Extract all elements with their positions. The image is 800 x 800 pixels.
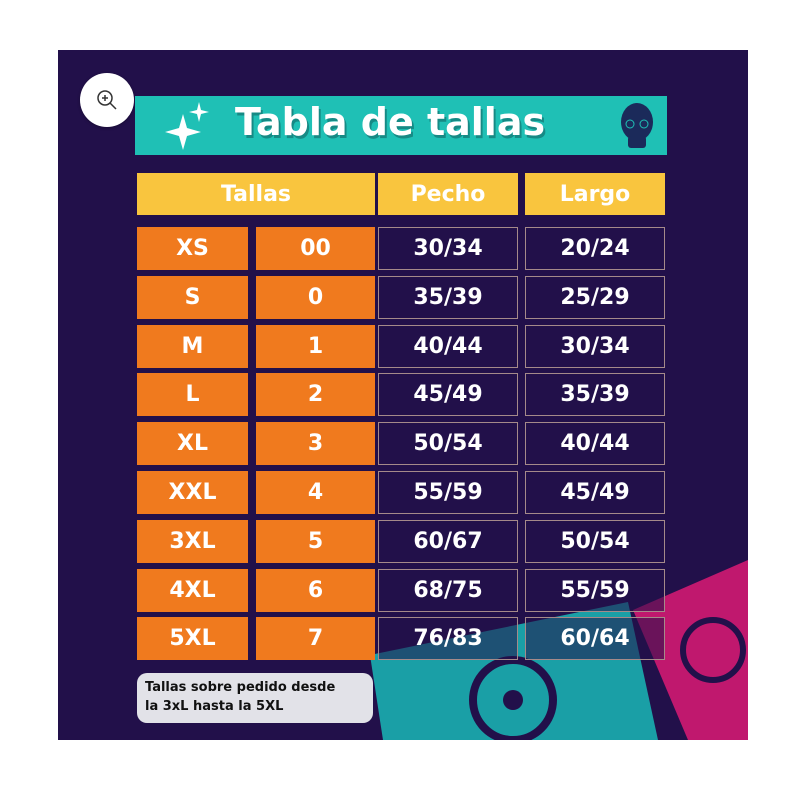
cell-size: S: [137, 275, 248, 319]
flower-cutout-magenta: [680, 617, 746, 683]
cell-size: XS: [137, 227, 248, 270]
note-box: Tallas sobre pedido desde la 3xL hasta l…: [137, 673, 373, 723]
cell-size: M: [137, 324, 248, 368]
cell-largo: 20/24: [525, 227, 665, 270]
cell-num: 00: [256, 227, 375, 270]
cell-size: XL: [137, 422, 248, 466]
cell-largo: 55/59: [525, 568, 665, 612]
cell-pecho: 30/34: [378, 227, 518, 270]
cell-pecho: 68/75: [378, 568, 518, 612]
cell-num: 7: [256, 617, 375, 661]
sparkle-icon: [165, 102, 209, 150]
skull-icon: [621, 103, 653, 148]
cell-size: 3XL: [137, 519, 248, 563]
cell-size: 5XL: [137, 617, 248, 661]
cell-num: 3: [256, 422, 375, 466]
flower-center: [503, 690, 523, 710]
header-pecho: Pecho: [378, 173, 518, 215]
cell-num: 1: [256, 324, 375, 368]
header-largo: Largo: [525, 173, 665, 215]
zoom-in-button[interactable]: [80, 73, 134, 127]
cell-num: 5: [256, 519, 375, 563]
title-banner: Tabla de tallas: [135, 96, 667, 155]
cell-largo: 30/34: [525, 324, 665, 368]
page-title: Tabla de tallas: [235, 100, 546, 144]
cell-pecho: 50/54: [378, 422, 518, 466]
cell-largo: 50/54: [525, 519, 665, 563]
cell-num: 4: [256, 471, 375, 514]
cell-largo: 40/44: [525, 422, 665, 466]
cell-size: 4XL: [137, 568, 248, 612]
cell-largo: 25/29: [525, 275, 665, 319]
header-tallas: Tallas: [137, 173, 375, 215]
cell-largo: 35/39: [525, 373, 665, 417]
cell-largo: 45/49: [525, 471, 665, 514]
zoom-in-icon: [97, 90, 117, 110]
cell-pecho: 55/59: [378, 471, 518, 514]
cell-num: 0: [256, 275, 375, 319]
cell-size: XXL: [137, 471, 248, 514]
cell-pecho: 40/44: [378, 324, 518, 368]
cell-pecho: 60/67: [378, 519, 518, 563]
cell-pecho: 35/39: [378, 275, 518, 319]
cell-num: 2: [256, 373, 375, 417]
note-line-2: la 3xL hasta la 5XL: [145, 699, 284, 714]
cell-pecho: 76/83: [378, 617, 518, 661]
note-line-1: Tallas sobre pedido desde: [145, 680, 336, 695]
cell-size: L: [137, 373, 248, 417]
cell-num: 6: [256, 568, 375, 612]
cell-largo: 60/64: [525, 617, 665, 661]
cell-pecho: 45/49: [378, 373, 518, 417]
